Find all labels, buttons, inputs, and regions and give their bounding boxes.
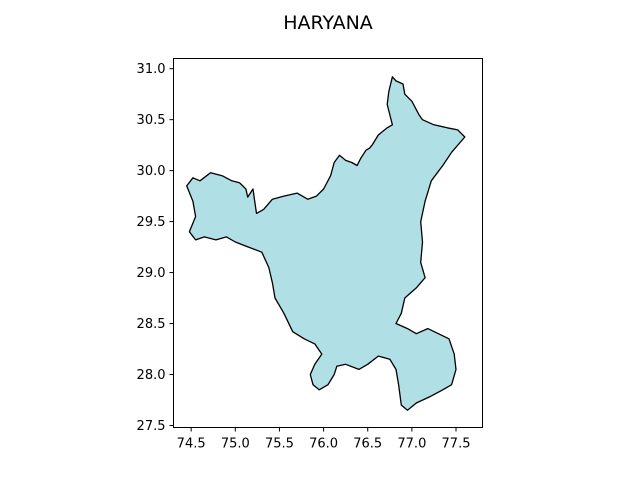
y-tick-label: 29.5: [137, 215, 166, 230]
map-title: HARYANA: [283, 12, 373, 34]
x-tick-label: 77.5: [442, 437, 471, 452]
x-axis: 74.5 75.0 75.5 76.0 76.5 77.0 77.5: [177, 427, 471, 452]
haryana-region: [186, 76, 466, 411]
y-tick-label: 28.0: [137, 368, 166, 383]
y-tick-label: 29.0: [137, 266, 166, 281]
x-tick-label: 76.5: [353, 437, 382, 452]
x-tick-label: 75.0: [221, 437, 250, 452]
y-tick-label: 30.0: [137, 164, 166, 179]
x-tick-label: 76.0: [309, 437, 338, 452]
x-tick-label: 77.0: [397, 437, 426, 452]
x-tick-label: 74.5: [177, 437, 206, 452]
axes-frame: [173, 58, 483, 428]
y-axis: 27.5 28.0 28.5 29.0 29.5 30.0 30.5 31.0: [137, 62, 174, 434]
y-tick-label: 30.5: [137, 113, 166, 128]
y-tick-label: 27.5: [137, 419, 166, 434]
y-tick-label: 31.0: [137, 62, 166, 77]
plot-area: 74.5 75.0 75.5 76.0 76.5 77.0 77.5 27.5 28.0 28.…: [137, 58, 483, 452]
y-tick-label: 28.5: [137, 317, 166, 332]
x-tick-label: 75.5: [265, 437, 294, 452]
